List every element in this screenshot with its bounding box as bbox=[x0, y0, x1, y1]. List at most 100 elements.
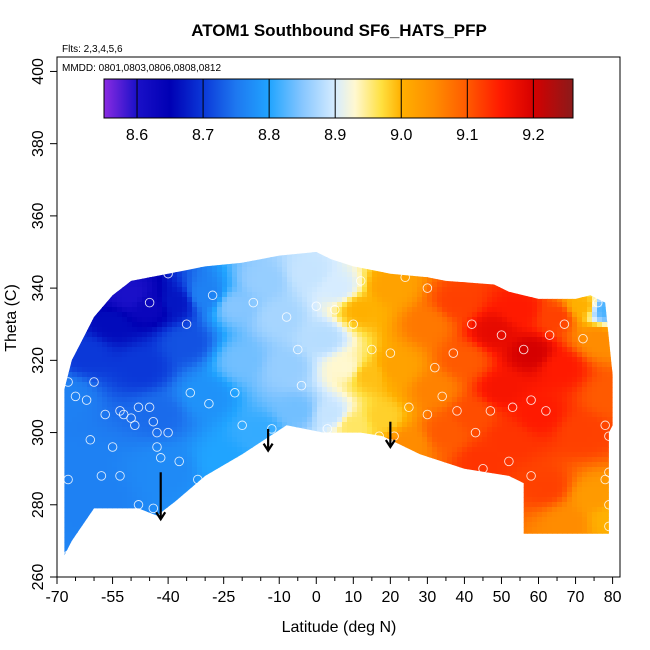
field-cell bbox=[252, 252, 258, 253]
field-cell bbox=[112, 422, 118, 428]
field-cell bbox=[67, 452, 73, 458]
field-cell bbox=[222, 427, 228, 433]
field-cell bbox=[417, 262, 423, 268]
field-cell bbox=[312, 472, 318, 478]
field-cell bbox=[167, 447, 173, 453]
field-cell bbox=[402, 407, 408, 413]
field-cell bbox=[337, 382, 343, 388]
field-cell bbox=[247, 252, 253, 258]
field-cell bbox=[377, 252, 383, 258]
field-cell bbox=[252, 532, 258, 538]
field-cell bbox=[397, 527, 403, 533]
field-cell bbox=[257, 487, 263, 493]
field-cell bbox=[392, 317, 398, 323]
field-cell bbox=[427, 267, 433, 273]
field-cell bbox=[232, 377, 238, 383]
field-cell bbox=[137, 357, 143, 363]
field-cell bbox=[192, 452, 198, 458]
field-cell bbox=[367, 282, 373, 288]
field-cell bbox=[122, 292, 128, 298]
field-cell bbox=[277, 437, 283, 443]
field-cell bbox=[357, 462, 363, 468]
field-cell bbox=[297, 422, 303, 428]
field-cell bbox=[267, 532, 273, 538]
field-cell bbox=[397, 412, 403, 418]
field-cell bbox=[127, 427, 133, 433]
field-cell bbox=[297, 507, 303, 513]
field-cell bbox=[392, 267, 398, 273]
field-cell bbox=[87, 557, 93, 563]
field-cell bbox=[64, 447, 68, 453]
field-cell bbox=[102, 272, 108, 278]
field-cell bbox=[102, 537, 108, 543]
field-cell bbox=[162, 252, 168, 258]
field-cell bbox=[352, 522, 358, 528]
field-cell bbox=[122, 422, 128, 428]
field-cell bbox=[247, 237, 253, 243]
field-cell bbox=[417, 252, 423, 253]
field-cell bbox=[327, 267, 333, 273]
field-cell bbox=[407, 397, 413, 403]
field-cell bbox=[57, 267, 63, 273]
field-cell bbox=[327, 387, 333, 393]
field-cell bbox=[402, 477, 408, 483]
field-cell bbox=[372, 552, 378, 556]
field-cell bbox=[297, 367, 303, 373]
field-cell bbox=[182, 492, 188, 498]
field-cell bbox=[97, 462, 103, 468]
field-cell bbox=[152, 357, 158, 363]
field-cell bbox=[262, 522, 268, 528]
field-cell bbox=[382, 252, 388, 258]
field-cell bbox=[237, 507, 243, 513]
field-cell bbox=[322, 342, 328, 348]
field-cell bbox=[337, 267, 343, 273]
field-cell bbox=[267, 557, 273, 563]
field-cell bbox=[327, 512, 333, 518]
field-cell bbox=[72, 317, 78, 323]
field-cell bbox=[72, 517, 78, 523]
field-cell bbox=[427, 287, 433, 293]
field-cell bbox=[82, 387, 88, 393]
field-cell bbox=[182, 462, 188, 468]
field-cell bbox=[102, 252, 108, 253]
field-cell bbox=[137, 272, 143, 278]
field-cell bbox=[207, 392, 213, 398]
field-cell bbox=[342, 472, 348, 478]
field-cell bbox=[77, 347, 83, 353]
field-cell bbox=[422, 547, 428, 553]
field-cell bbox=[297, 302, 303, 308]
field-cell bbox=[407, 522, 413, 528]
field-cell bbox=[267, 262, 273, 268]
field-cell bbox=[112, 472, 118, 478]
field-cell bbox=[362, 352, 368, 358]
field-cell bbox=[312, 232, 318, 238]
field-cell bbox=[202, 397, 208, 403]
field-cell bbox=[112, 477, 118, 483]
field-cell bbox=[237, 297, 243, 303]
field-cell bbox=[372, 312, 378, 318]
field-cell bbox=[247, 307, 253, 313]
field-cell bbox=[122, 527, 128, 533]
field-cell bbox=[117, 472, 123, 478]
field-cell bbox=[312, 502, 318, 508]
field-cell bbox=[222, 532, 228, 538]
field-cell bbox=[362, 267, 368, 273]
field-cell bbox=[82, 272, 88, 278]
field-cell bbox=[122, 407, 128, 413]
field-cell bbox=[352, 542, 358, 548]
field-cell bbox=[342, 392, 348, 398]
field-cell bbox=[397, 397, 403, 403]
field-cell bbox=[307, 372, 313, 378]
field-cell bbox=[382, 352, 388, 358]
field-cell bbox=[412, 252, 418, 258]
field-cell bbox=[162, 447, 168, 453]
field-cell bbox=[222, 312, 228, 318]
field-cell bbox=[407, 377, 413, 383]
field-cell bbox=[337, 492, 343, 498]
field-cell bbox=[202, 542, 208, 548]
field-cell bbox=[137, 512, 143, 518]
field-cell bbox=[222, 502, 228, 508]
field-cell bbox=[272, 387, 278, 393]
field-cell bbox=[292, 282, 298, 288]
field-cell bbox=[417, 312, 423, 318]
